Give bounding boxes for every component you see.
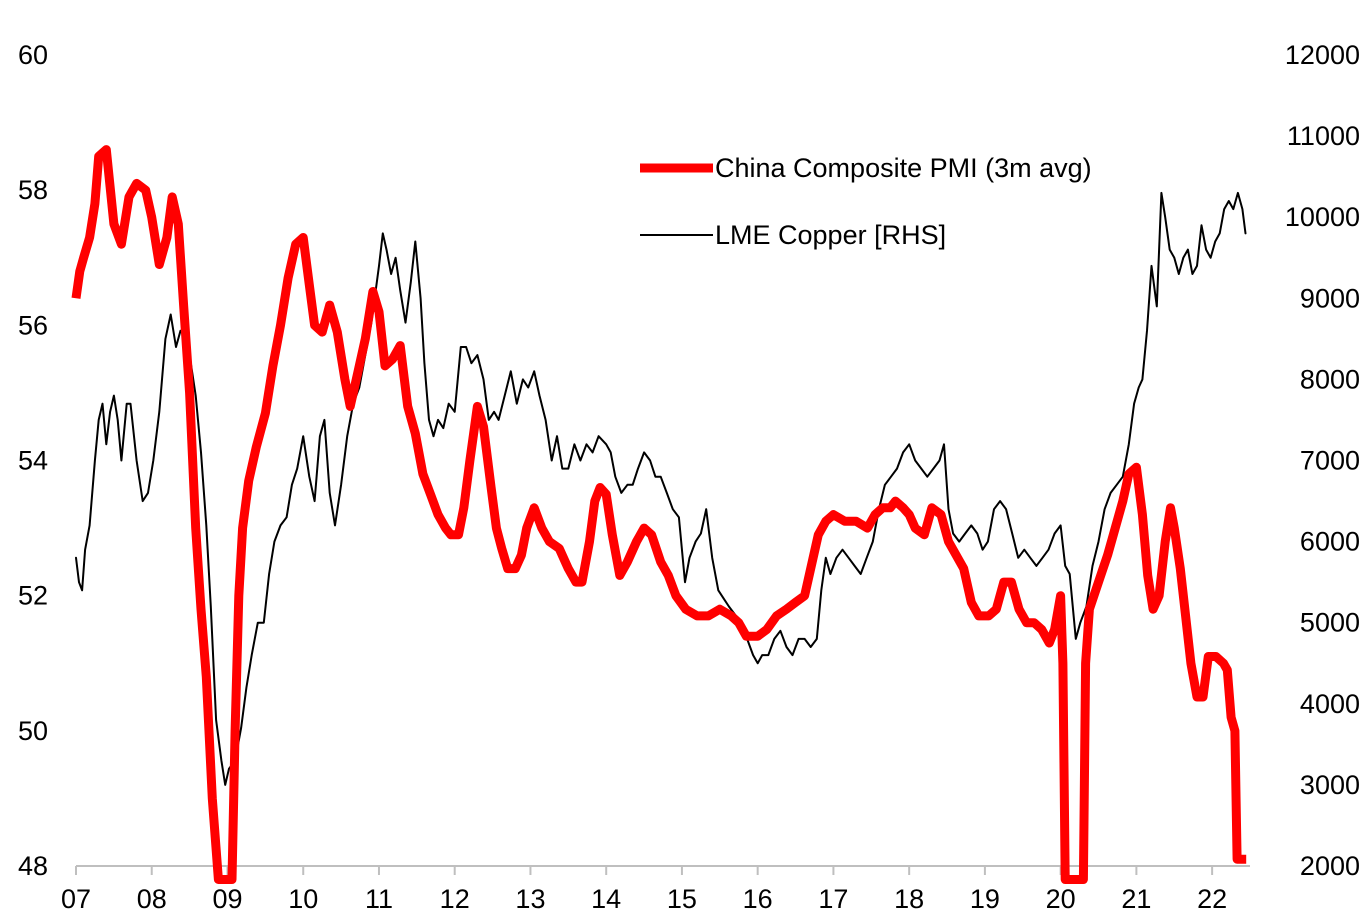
x-tick-label: 17 [818,884,848,914]
x-tick-label: 22 [1197,884,1227,914]
legend: China Composite PMI (3m avg) LME Copper … [640,153,1092,250]
x-tick-label: 09 [212,884,242,914]
x-axis: 07 08 09 10 11 12 13 14 15 16 17 18 19 20 21 22 [61,866,1227,914]
y-left-tick-label: 54 [18,446,48,476]
x-tick-label: 15 [667,884,697,914]
y-right-axis: 2000 3000 4000 5000 6000 7000 8000 9000 10000 110… [1285,40,1360,881]
x-tick-label: 07 [61,884,91,914]
x-tick-label: 19 [970,884,1000,914]
y-right-tick-label: 5000 [1300,608,1360,638]
x-tick-label: 12 [440,884,470,914]
y-right-tick-label: 8000 [1300,364,1360,394]
series-copper-line [75,191,1247,786]
y-left-tick-label: 50 [18,716,48,746]
y-right-tick-label: 10000 [1285,202,1360,232]
y-left-tick-label: 58 [18,175,48,205]
x-tick-label: 20 [1046,884,1076,914]
y-right-tick-label: 12000 [1285,40,1360,70]
y-right-tick-label: 4000 [1300,689,1360,719]
series-layer [71,145,1247,884]
x-tick-label: 10 [288,884,318,914]
x-tick-label: 21 [1121,884,1151,914]
x-tick-label: 13 [515,884,545,914]
y-right-tick-label: 7000 [1300,446,1360,476]
y-left-tick-label: 56 [18,310,48,340]
y-left-tick-label: 52 [18,581,48,611]
x-tick-label: 11 [365,884,393,914]
x-tick-label: 14 [591,884,621,914]
legend-label-copper: LME Copper [RHS] [715,220,946,250]
y-right-tick-label: 11000 [1287,121,1360,151]
y-left-tick-label: 48 [18,851,48,881]
legend-label-pmi: China Composite PMI (3m avg) [715,153,1092,183]
y-left-axis: 48 50 52 54 56 58 60 [18,40,48,881]
x-tick-label: 18 [894,884,924,914]
series-pmi-line [71,145,1247,884]
y-right-tick-label: 3000 [1300,770,1360,800]
y-left-tick-label: 60 [18,40,48,70]
y-right-tick-label: 2000 [1300,851,1360,881]
x-tick-label: 08 [137,884,167,914]
y-right-tick-label: 6000 [1300,527,1360,557]
y-right-tick-label: 9000 [1300,283,1360,313]
x-tick-label: 16 [743,884,773,914]
